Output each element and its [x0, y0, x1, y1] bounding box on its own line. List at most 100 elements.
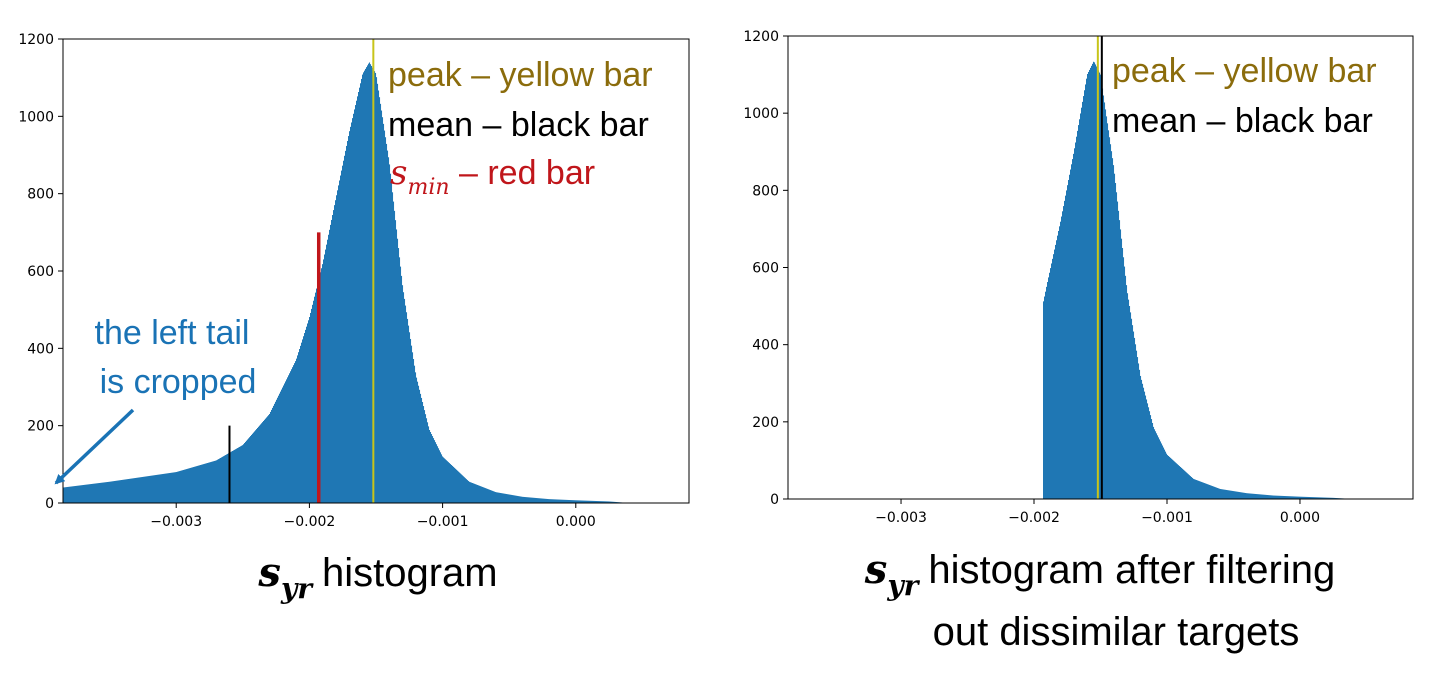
- left-histogram-bar: [275, 401, 277, 503]
- right-histogram-bar: [1064, 200, 1066, 499]
- left-histogram-bar: [111, 481, 113, 503]
- right-histogram-bar: [1055, 244, 1057, 499]
- left-histogram-bar: [211, 461, 213, 503]
- left-histogram-bar: [359, 87, 361, 504]
- right-histogram-bar: [1278, 495, 1280, 499]
- left-histogram-bar: [422, 401, 424, 503]
- right-histogram-bar: [1049, 272, 1051, 499]
- left-histogram-bar: [426, 418, 428, 503]
- right-ytick-label: 600: [752, 261, 779, 277]
- left-histogram-bar: [169, 473, 171, 503]
- left-histogram-bar: [574, 500, 576, 503]
- left-histogram-bar: [504, 493, 506, 503]
- left-histogram-bar: [462, 475, 464, 503]
- left-histogram-bar: [514, 495, 516, 503]
- left-histogram-bar: [383, 123, 385, 504]
- left-histogram-bar: [334, 205, 336, 503]
- left-histogram-bar: [105, 482, 107, 503]
- left-histogram-bar: [528, 497, 530, 503]
- left-histogram-bar: [447, 461, 449, 503]
- left-histogram-bar: [455, 468, 457, 503]
- left-histogram-bar: [90, 484, 92, 503]
- right-histogram-bar: [1335, 497, 1337, 499]
- right-histogram-bar: [1306, 496, 1308, 499]
- left-histogram-bar: [531, 497, 533, 503]
- right-histogram-bar: [1334, 497, 1336, 499]
- left-histogram-bar: [409, 332, 411, 503]
- left-histogram-bar: [85, 484, 87, 503]
- right-x-axis: −0.003 −0.002 −0.001 0.000: [875, 499, 1320, 526]
- left-histogram-bar: [559, 499, 561, 503]
- left-histogram-bar: [82, 485, 84, 503]
- right-histogram-bar: [1139, 369, 1141, 499]
- right-histogram-bar: [1219, 488, 1221, 499]
- left-histogram-bar: [456, 469, 458, 503]
- left-histogram-bar: [358, 92, 360, 503]
- left-histogram-bar: [521, 496, 523, 503]
- right-histogram-bar: [1086, 78, 1088, 500]
- left-histogram-bar: [118, 480, 120, 503]
- right-histogram-bar: [1329, 497, 1331, 499]
- right-histogram-bar: [1246, 493, 1248, 499]
- right-histogram-bar: [1280, 495, 1282, 499]
- right-histogram-bar: [1330, 497, 1332, 499]
- left-histogram-bar: [287, 377, 289, 503]
- right-histogram-bar: [1281, 495, 1283, 499]
- left-histogram-bar: [443, 457, 445, 503]
- right-histogram-bar: [1317, 497, 1319, 499]
- right-histogram-bar: [1169, 456, 1171, 499]
- left-histogram-bar: [256, 429, 258, 503]
- left-histogram-bar: [437, 446, 439, 503]
- left-histogram-bar: [591, 500, 593, 503]
- left-histogram-bar: [192, 467, 194, 503]
- left-histogram-bar: [199, 465, 201, 503]
- left-histogram-bar: [326, 244, 328, 503]
- left-histogram-bar: [328, 234, 330, 503]
- left-histogram-bar: [325, 249, 327, 503]
- right-histogram-bar: [1110, 144, 1112, 499]
- left-histogram-bar: [501, 493, 503, 503]
- right-histogram-bar: [1153, 426, 1155, 499]
- left-histogram-bar: [86, 484, 88, 503]
- right-histogram-bar: [1067, 185, 1069, 499]
- right-histogram-bar: [1256, 494, 1258, 499]
- left-histogram-bar: [251, 434, 253, 503]
- right-histogram-bar: [1234, 491, 1236, 499]
- left-histogram-bar: [553, 499, 555, 503]
- left-histogram-bar: [197, 465, 199, 503]
- left-histogram-bar: [562, 499, 564, 503]
- left-histogram-bar: [500, 492, 502, 503]
- left-histogram-bar: [489, 489, 491, 503]
- left-histogram-bar: [158, 474, 160, 503]
- left-histogram-bar: [137, 477, 139, 503]
- left-histogram-bar: [564, 499, 566, 503]
- left-histogram-bar: [96, 483, 98, 503]
- right-histogram-bar: [1134, 337, 1136, 499]
- left-histogram-bar: [513, 495, 515, 503]
- right-histogram-bar: [1070, 169, 1072, 499]
- right-histogram-bar: [1047, 282, 1049, 499]
- left-histogram-bar: [159, 474, 161, 503]
- right-histogram-bar: [1104, 102, 1106, 500]
- left-histogram-bar: [365, 68, 367, 503]
- left-y-axis: 0 200 400 600 800 1000 1200: [18, 32, 63, 512]
- left-histogram-bar: [172, 472, 174, 503]
- left-histogram-bar: [330, 224, 332, 504]
- left-histogram-bar: [72, 486, 74, 503]
- right-histogram-bar: [1274, 495, 1276, 499]
- left-histogram-bar: [498, 492, 500, 503]
- right-histogram-bar: [1272, 495, 1274, 499]
- right-histogram-bar: [1194, 479, 1196, 499]
- left-histogram-bar: [454, 467, 456, 503]
- left-histogram-bar: [519, 496, 521, 503]
- left-histogram-bar: [536, 498, 538, 503]
- left-histogram-bar: [219, 458, 221, 503]
- left-histogram-bar: [288, 375, 290, 503]
- left-histogram-bar: [506, 494, 508, 503]
- left-histogram-bar: [609, 501, 611, 503]
- left-histogram-bar: [185, 469, 187, 503]
- left-histogram-bar: [170, 472, 172, 503]
- left-histogram-bar: [127, 479, 129, 503]
- right-histogram-bar: [1129, 305, 1131, 499]
- right-histogram-bar: [1069, 174, 1071, 500]
